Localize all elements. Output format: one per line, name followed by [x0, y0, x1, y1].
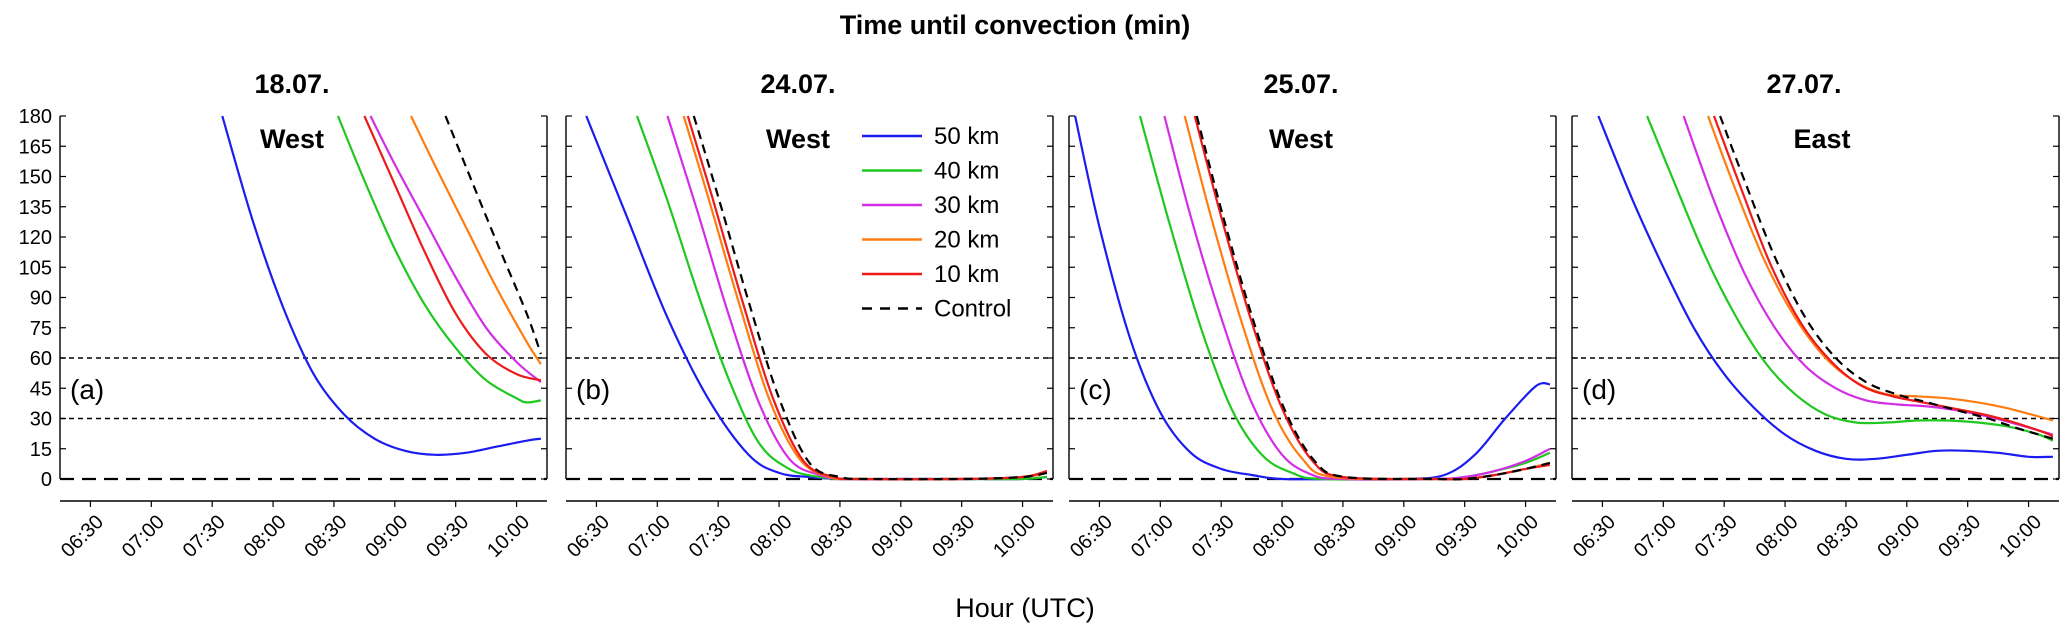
x-tick-label: 09:00: [1370, 511, 1421, 562]
x-tick-label: 08:00: [1752, 511, 1803, 562]
series-line-40-km: [338, 116, 541, 402]
x-tick-label: 08:00: [1249, 511, 1300, 562]
legend: 50 km 40 km 30 km 20 km 10 km Control: [862, 123, 1011, 323]
x-tick-label: 07:00: [624, 511, 675, 562]
x-axis-label: Hour (UTC): [955, 593, 1095, 623]
panel-region: West: [1269, 124, 1333, 154]
y-tick-label: 150: [19, 167, 52, 189]
series-group: [222, 116, 541, 455]
y-tick-label: 45: [30, 378, 52, 400]
series-line-20-km: [411, 116, 541, 364]
legend-label: 10 km: [934, 261, 999, 288]
x-tick-label: 08:30: [1310, 511, 1361, 562]
y-tick-label: 15: [30, 439, 52, 461]
x-tick-label: 07:30: [1691, 511, 1742, 562]
series-line-10-km: [1195, 116, 1550, 479]
panel-letter: (b): [576, 374, 610, 405]
x-tick-label: 09:30: [422, 511, 473, 562]
legend-label: 20 km: [934, 227, 999, 254]
series-line-10-km: [1714, 116, 2053, 437]
legend-label: 30 km: [934, 192, 999, 219]
x-tick-label: 09:00: [867, 511, 918, 562]
series-line-50-km: [1075, 116, 1550, 479]
x-tick-label: 06:30: [1066, 511, 1117, 562]
x-tick-label: 08:30: [301, 511, 352, 562]
series-line-50-km: [222, 116, 541, 455]
series-line-30-km: [1164, 116, 1550, 479]
y-tick-label: 90: [30, 288, 52, 310]
x-tick-label: 07:00: [1127, 511, 1178, 562]
x-tick-label: 08:00: [240, 511, 291, 562]
x-tick-label: 09:30: [928, 511, 979, 562]
panel-date: 24.07.: [760, 69, 835, 99]
y-tick-label: 165: [19, 136, 52, 158]
panel-letter: (a): [70, 374, 104, 405]
x-tick-label: 09:00: [361, 511, 412, 562]
panel-letter: (d): [1582, 374, 1616, 405]
figure-title: Time until convection (min): [840, 10, 1191, 40]
panel-d: 06:30 07:00 07:30 08:00 08:30 09:00 09:30 10:00…: [1569, 69, 2059, 562]
panel-letter: (c): [1079, 374, 1112, 405]
y-tick-label: 105: [19, 257, 52, 279]
panel-region: West: [766, 124, 830, 154]
series-line-20-km: [1708, 116, 2053, 421]
series-line-50-km: [1598, 116, 2052, 460]
series-line-40-km: [1647, 116, 2053, 441]
x-tick-label: 06:30: [1569, 511, 1620, 562]
y-tick-label: 75: [30, 318, 52, 340]
y-tick-label: 120: [19, 227, 52, 249]
panel-date: 27.07.: [1766, 69, 1841, 99]
figure-canvas: Time until convection (min) Hour (UTC) 0…: [0, 0, 2067, 632]
x-tick-label: 07:00: [1630, 511, 1681, 562]
x-tick-label: 08:30: [807, 511, 858, 562]
y-tick-label: 180: [19, 106, 52, 128]
x-tick-label: 10:00: [989, 511, 1040, 562]
series-line-40-km: [1140, 116, 1550, 480]
legend-label: Control: [934, 296, 1011, 323]
x-tick-label: 08:00: [746, 511, 797, 562]
legend-label: 40 km: [934, 158, 999, 185]
panel-date: 25.07.: [1263, 69, 1338, 99]
series-line-30-km: [371, 116, 541, 382]
panel-a: 0 15 30 45 60 75 90 105 120 135 150 165 180 06:30 07:0…: [19, 69, 547, 562]
x-tick-label: 10:00: [483, 511, 534, 562]
x-tick-label: 07:30: [179, 511, 230, 562]
x-tick-label: 10:00: [1995, 511, 2046, 562]
x-tick-label: 07:30: [685, 511, 736, 562]
series-group: [1598, 116, 2052, 460]
x-tick-label: 09:00: [1873, 511, 1924, 562]
series-line-control: [1197, 116, 1550, 479]
x-tick-label: 09:30: [1934, 511, 1985, 562]
x-tick-label: 08:30: [1813, 511, 1864, 562]
legend-label: 50 km: [934, 123, 999, 150]
panel-date: 18.07.: [254, 69, 329, 99]
x-tick-label: 07:30: [1188, 511, 1239, 562]
y-tick-label: 135: [19, 197, 52, 219]
x-tick-label: 09:30: [1431, 511, 1482, 562]
y-tick-label: 30: [30, 409, 52, 431]
panel-region: East: [1793, 124, 1850, 154]
series-line-control: [1720, 116, 2053, 439]
x-tick-label: 10:00: [1492, 511, 1543, 562]
x-tick-label: 07:00: [118, 511, 169, 562]
x-tick-label: 06:30: [57, 511, 108, 562]
y-tick-label: 0: [41, 469, 52, 491]
series-group: [1075, 116, 1550, 480]
panel-c: 06:30 07:00 07:30 08:00 08:30 09:00 09:30 10:00…: [1066, 69, 1556, 562]
panel-region: West: [260, 124, 324, 154]
y-tick-label: 60: [30, 348, 52, 370]
x-tick-label: 06:30: [563, 511, 614, 562]
